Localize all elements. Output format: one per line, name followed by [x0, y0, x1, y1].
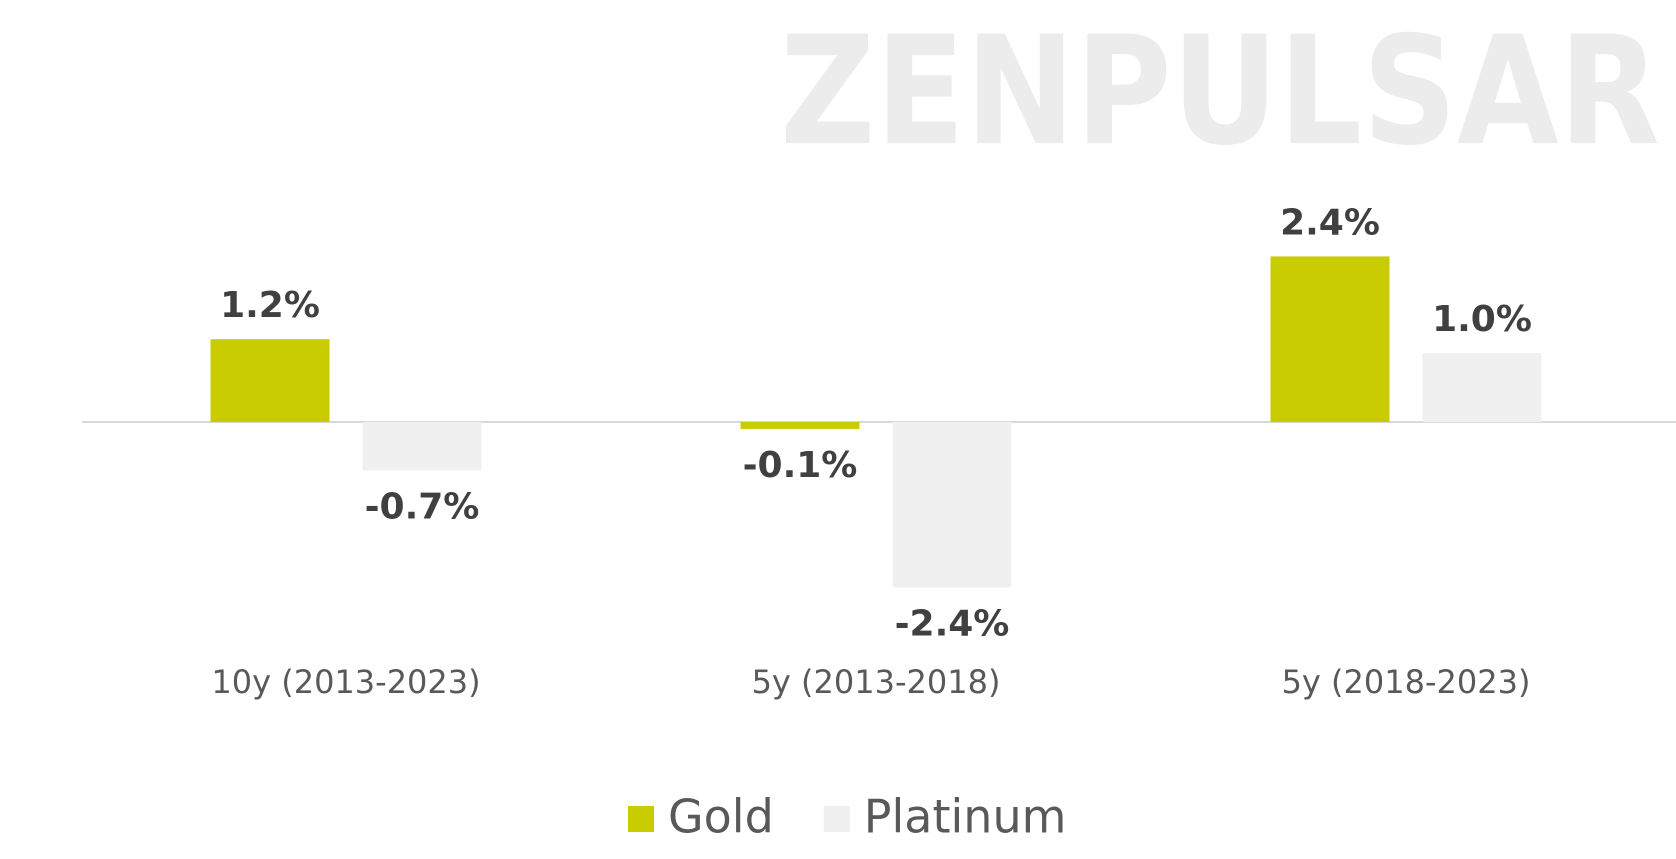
legend-swatch	[823, 806, 850, 832]
bar	[362, 422, 482, 471]
data-label: -2.4%	[895, 604, 1010, 645]
legend-label: Platinum	[864, 790, 1067, 844]
watermark: ZENPULSAR	[780, 5, 1660, 179]
bar	[1422, 353, 1542, 422]
bar	[740, 422, 860, 429]
data-label: 1.0%	[1432, 299, 1532, 340]
data-label: 1.2%	[220, 285, 320, 326]
data-label: -0.1%	[743, 445, 858, 486]
data-label: 2.4%	[1280, 202, 1380, 243]
bar	[892, 422, 1012, 588]
legend-swatch	[628, 806, 654, 832]
data-label: -0.7%	[365, 486, 480, 527]
bar	[210, 339, 330, 422]
legend-label: Gold	[668, 790, 774, 844]
x-tick-label: 10y (2013-2023)	[211, 663, 480, 701]
bar	[1270, 256, 1390, 422]
x-tick-label: 5y (2013-2018)	[752, 663, 1001, 701]
x-tick-label: 5y (2018-2023)	[1282, 663, 1531, 701]
